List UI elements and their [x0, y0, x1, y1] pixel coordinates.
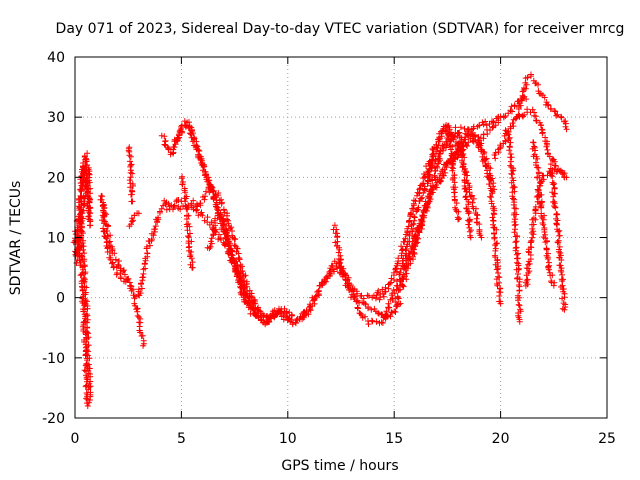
x-axis-label: GPS time / hours [281, 458, 398, 474]
x-tick-label: 0 [71, 431, 80, 447]
chart-title: Day 071 of 2023, Sidereal Day-to-day VTE… [56, 21, 625, 37]
y-axis-label: SDTVAR / TECUs [8, 181, 24, 296]
data-series-track-24 [425, 122, 462, 223]
data-point-markers [135, 197, 185, 299]
y-tick-label: -20 [42, 411, 65, 427]
data-series-track-23 [407, 124, 474, 267]
data-point-markers [178, 173, 196, 271]
data-point-markers [99, 199, 147, 349]
y-tick-label: 10 [47, 231, 65, 247]
data-series-track-30 [529, 139, 558, 289]
x-tick-label: 15 [385, 431, 403, 447]
data-series-track-15 [204, 209, 274, 328]
data-series-track-31 [547, 161, 569, 313]
data-point-markers [125, 144, 136, 205]
x-tick-label: 5 [177, 431, 186, 447]
data-point-markers [330, 222, 404, 328]
data-series-track-9 [135, 197, 185, 299]
data-point-markers [126, 210, 142, 230]
data-series-track-25 [449, 131, 504, 307]
data-series-track-18 [330, 222, 404, 328]
data-point-markers [204, 209, 274, 328]
data-point-markers [529, 139, 558, 289]
data-series-track-4 [78, 220, 94, 403]
x-tick-label: 10 [279, 431, 297, 447]
data-point-markers [78, 220, 94, 403]
y-tick-label: 40 [47, 50, 65, 66]
data-point-markers [513, 71, 570, 133]
data-points [70, 71, 570, 409]
y-tick-label: 30 [47, 110, 65, 126]
x-tick-label: 20 [492, 431, 510, 447]
data-series-track-27 [502, 127, 524, 325]
data-series-track-28 [513, 71, 570, 133]
x-tick-label: 25 [598, 431, 616, 447]
data-series-track-6 [99, 199, 147, 349]
y-tick-label: 20 [47, 170, 65, 186]
data-point-markers [407, 124, 474, 267]
data-point-markers [547, 161, 569, 313]
data-point-markers [449, 131, 504, 307]
axis-ticks: 0 5 10 15 20 25 -20 -10 0 10 20 30 40 [42, 50, 616, 447]
data-series-track-14 [178, 173, 196, 271]
data-series-track-8 [126, 210, 142, 230]
y-tick-label: 0 [56, 291, 65, 307]
data-series-track-7 [125, 144, 136, 205]
data-point-markers [502, 127, 524, 325]
y-tick-label: -10 [42, 351, 65, 367]
data-point-markers [425, 122, 462, 223]
